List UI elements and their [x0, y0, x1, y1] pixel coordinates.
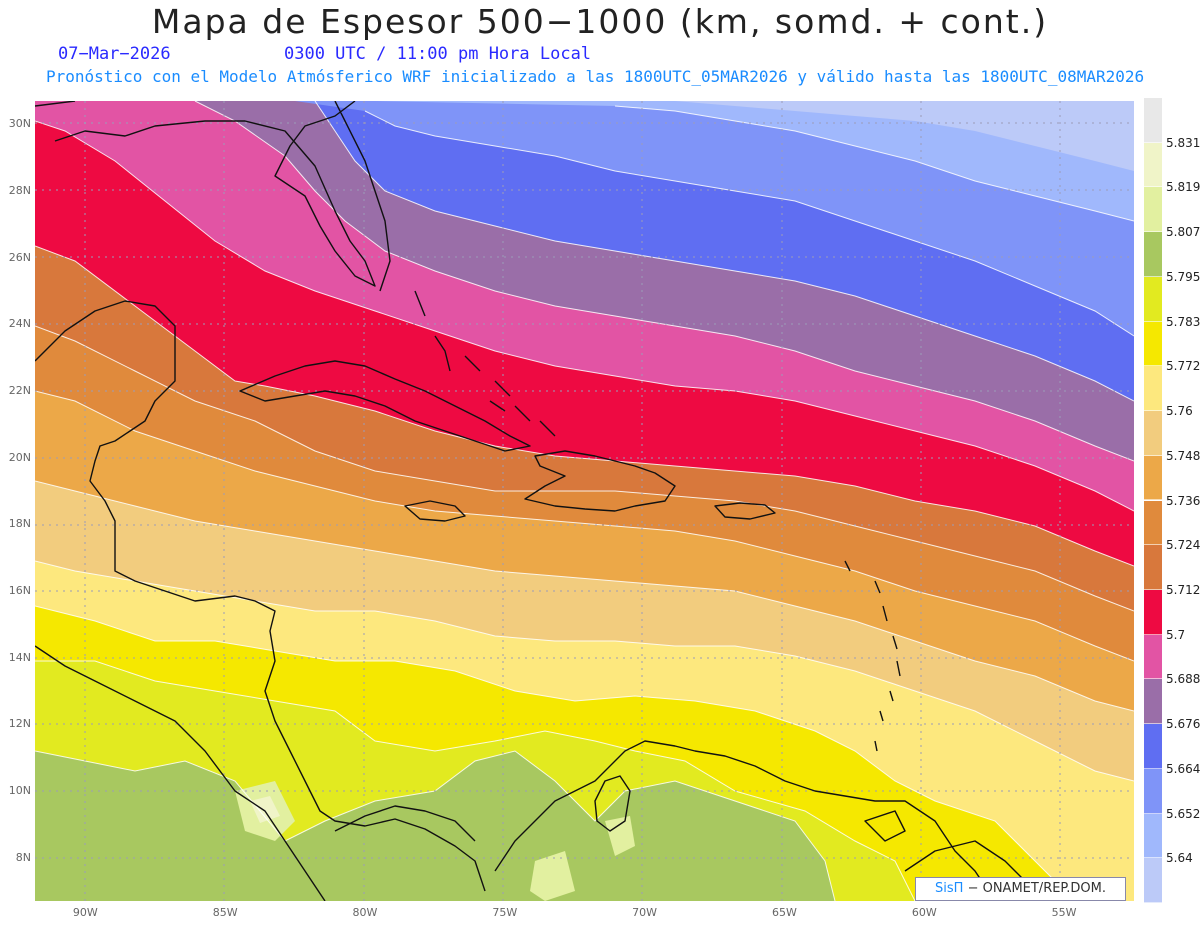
colorbar-segment — [1144, 858, 1162, 903]
colorbar-level-label: 5.783 — [1166, 314, 1200, 329]
colorbar-segment — [1144, 366, 1162, 412]
thickness-map — [35, 101, 1134, 901]
coast-hispaniola — [524, 450, 676, 512]
colorbar-level-label: 5.748 — [1166, 448, 1200, 463]
forecast-date: 07−Mar−2026 — [58, 44, 171, 64]
lon-label: 55W — [1051, 906, 1077, 919]
colorbar-segment — [1144, 768, 1162, 814]
band-5807-spot — [605, 816, 635, 856]
colorbar — [1144, 98, 1162, 903]
colorbar-level-label: 5.807 — [1166, 225, 1200, 240]
lat-label: 30N — [8, 117, 31, 131]
lon-label: 70W — [632, 906, 658, 919]
colorbar-level-label: 5.76 — [1166, 404, 1193, 419]
colorbar-level-label: 5.664 — [1166, 761, 1200, 776]
lat-label: 18N — [8, 517, 31, 531]
band-5640 — [375, 101, 1134, 221]
colorbar-segment — [1144, 545, 1162, 590]
coast-panama — [334, 805, 476, 842]
lon-label: 65W — [772, 906, 797, 919]
coast-us-gulf-florida — [35, 101, 391, 292]
colorbar-level-label: 5.795 — [1166, 269, 1200, 284]
coast-colombia-venezuela — [494, 740, 996, 901]
lat-label: 14N — [8, 650, 31, 664]
band-5628 — [505, 101, 1134, 171]
credit-box: SisΠ − ONAMET/REP.DOM. — [915, 877, 1126, 901]
colorbar-segment — [1144, 634, 1162, 680]
forecast-info: Pronóstico con el Modelo Atmósferico WRF… — [46, 67, 1145, 86]
coast-bahamas — [414, 290, 556, 437]
band-5819-spot — [250, 796, 280, 823]
colorbar-segment — [1144, 500, 1162, 546]
colorbar-level-label: 5.688 — [1166, 672, 1200, 687]
colorbar-segment — [1144, 679, 1162, 725]
contour-lines — [35, 101, 1134, 901]
coast-jamaica — [404, 500, 466, 522]
colorbar-level-label: 5.831 — [1166, 135, 1200, 150]
colorbar-level-label: 5.712 — [1166, 582, 1200, 597]
lat-label: 16N — [8, 584, 31, 597]
credit-org: − ONAMET/REP.DOM. — [967, 881, 1106, 896]
lon-label: 75W — [492, 906, 518, 919]
lat-label: 12N — [8, 717, 31, 731]
colorbar-segment — [1144, 455, 1162, 501]
colorbar-segment — [1144, 142, 1162, 188]
lon-label: 60W — [911, 906, 937, 919]
lat-label: 20N — [8, 450, 31, 464]
lon-label: 80W — [352, 906, 378, 919]
colorbar-level-label: 5.736 — [1166, 493, 1200, 508]
lat-label: 26N — [8, 250, 31, 264]
coast-trinidad — [864, 810, 906, 842]
colorbar-level-label: 5.772 — [1166, 359, 1200, 374]
graticule — [35, 101, 1134, 901]
lon-label: 85W — [212, 906, 238, 919]
lat-label: 28N — [8, 184, 31, 197]
lat-label: 10N — [8, 784, 31, 797]
colorbar-level-label: 5.676 — [1166, 717, 1200, 732]
forecast-time: 0300 UTC / 11:00 pm Hora Local — [284, 44, 592, 64]
coast-lesser-antilles — [844, 560, 901, 752]
coast-puerto-rico — [714, 502, 776, 520]
colorbar-segment — [1144, 187, 1162, 233]
colorbar-level-label: 5.652 — [1166, 806, 1200, 821]
colorbar-level-label: 5.819 — [1166, 180, 1200, 195]
thickness-map-svg — [35, 101, 1134, 901]
credit-brand: SisΠ — [935, 881, 964, 896]
colorbar-segment — [1144, 589, 1162, 635]
colorbar-level-label: 5.724 — [1166, 538, 1200, 553]
colorbar-segment — [1144, 232, 1162, 277]
coast-cuba — [239, 360, 531, 452]
colorbar-segment — [1144, 724, 1162, 769]
coast-mexico-central-america — [35, 300, 486, 892]
colorbar-segment — [1144, 276, 1162, 322]
colorbar-level-label: 5.64 — [1166, 851, 1193, 866]
band-5807-spot — [530, 851, 575, 901]
colorbar-level-label: 5.7 — [1166, 627, 1186, 642]
lat-label: 22N — [8, 384, 31, 397]
colorbar-segment — [1144, 321, 1162, 367]
colorbar-segment — [1144, 98, 1162, 143]
lat-label: 24N — [8, 317, 31, 331]
coast-pacific-central-america — [35, 645, 326, 901]
lat-label: 8N — [15, 850, 31, 864]
colorbar-segment — [1144, 813, 1162, 859]
lon-label: 90W — [72, 906, 98, 919]
coast-lake-maracaibo — [594, 775, 631, 832]
map-title: Mapa de Espesor 500−1000 (km, somd. + co… — [151, 2, 1049, 41]
colorbar-segment — [1144, 411, 1162, 456]
